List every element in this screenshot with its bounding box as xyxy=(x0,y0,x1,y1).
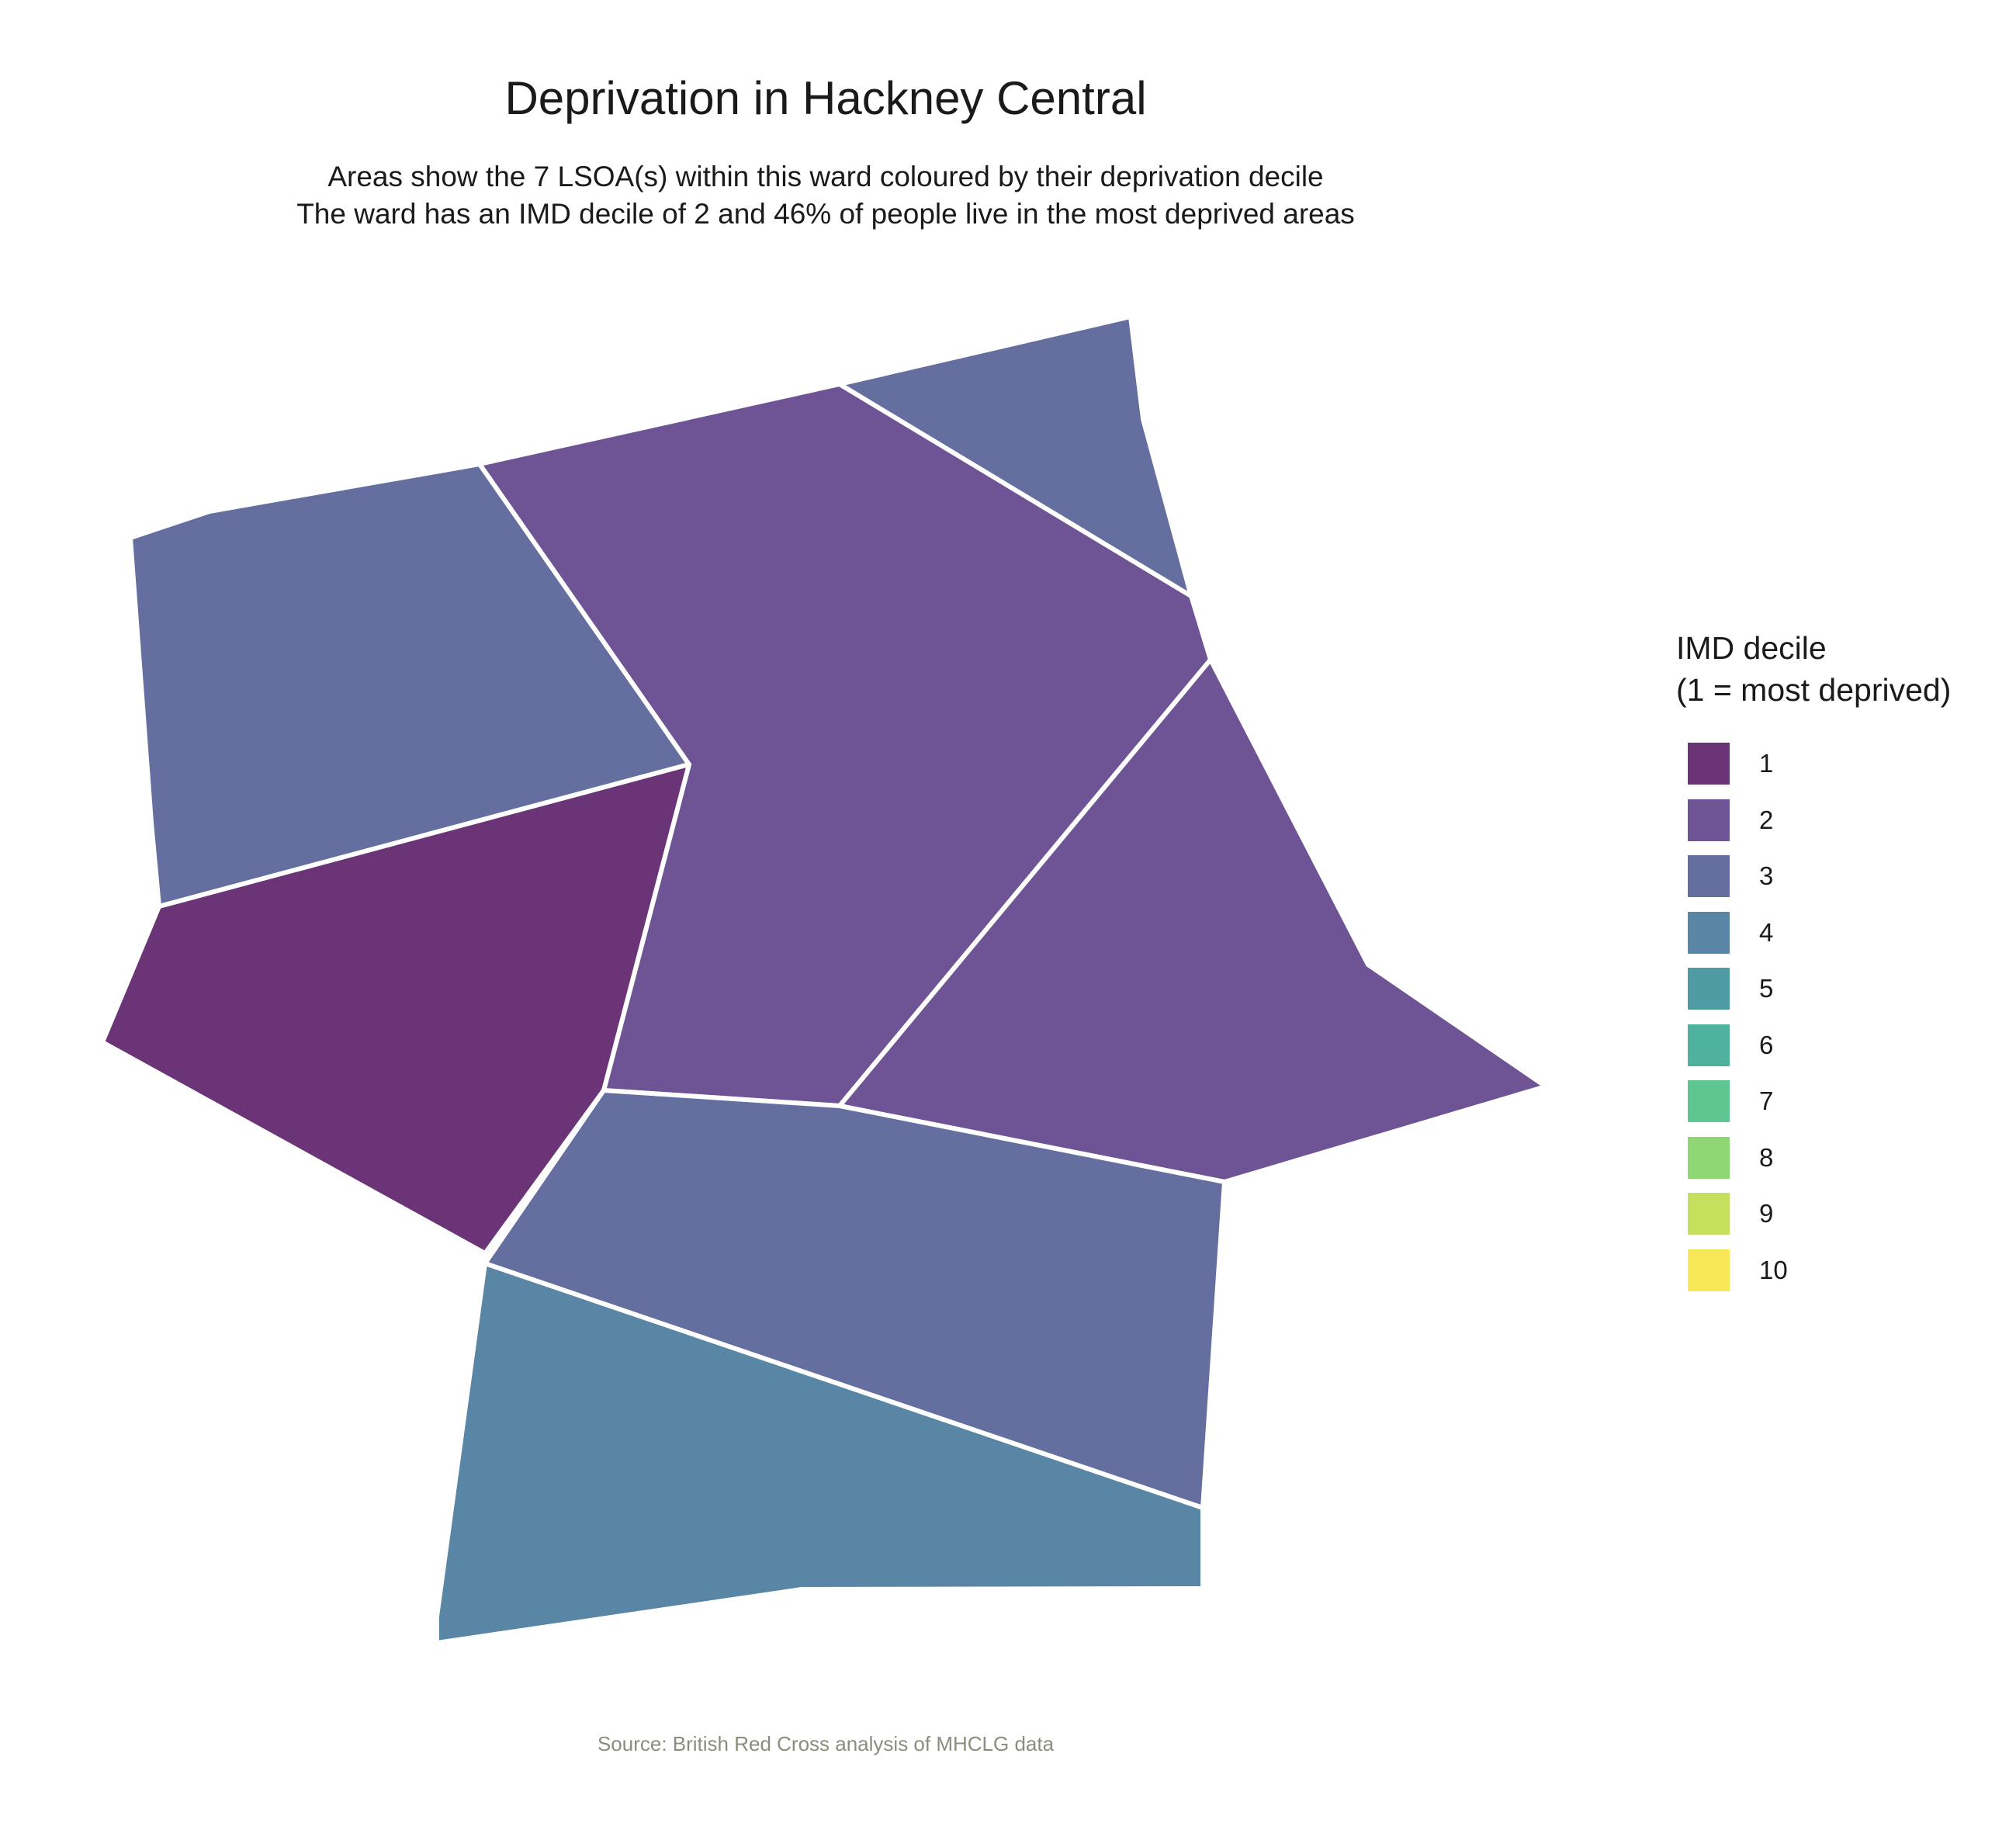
legend-swatch xyxy=(1688,743,1730,785)
map-subtitle-line2: The ward has an IMD decile of 2 and 46% … xyxy=(296,198,1355,230)
legend-label: 1 xyxy=(1759,749,1774,778)
lsoa-north-east xyxy=(837,314,1193,598)
legend-title-line1: IMD decile xyxy=(1676,630,1827,666)
map-subtitle-line1: Areas show the 7 LSOA(s) within this war… xyxy=(327,161,1324,192)
legend-label: 8 xyxy=(1759,1142,1774,1172)
legend-swatch xyxy=(1688,1193,1730,1235)
legend-label: 2 xyxy=(1759,805,1774,834)
legend-item: 4 xyxy=(1676,905,1951,962)
legend-label: 5 xyxy=(1759,974,1774,1003)
legend-item: 3 xyxy=(1676,848,1951,905)
map-title: Deprivation in Hackney Central xyxy=(504,72,1147,124)
legend-swatch xyxy=(1688,799,1730,841)
legend-item: 6 xyxy=(1676,1017,1951,1074)
legend-label: 4 xyxy=(1759,917,1774,947)
legend: IMD decile (1 = most deprived) 1 2 3 4 5 6 7 8 9… xyxy=(1676,627,1951,1298)
legend-label: 7 xyxy=(1759,1086,1774,1116)
legend-item: 10 xyxy=(1676,1242,1951,1299)
lsoa-south-central xyxy=(483,1088,1227,1510)
legend-swatch xyxy=(1688,1080,1730,1123)
legend-label: 10 xyxy=(1759,1255,1788,1284)
legend-item: 1 xyxy=(1676,736,1951,792)
lsoa-south xyxy=(435,1261,1205,1645)
legend-item: 8 xyxy=(1676,1130,1951,1187)
legend-label: 6 xyxy=(1759,1030,1774,1059)
legend-item: 5 xyxy=(1676,961,1951,1017)
legend-swatch xyxy=(1688,1024,1730,1066)
legend-swatch xyxy=(1688,968,1730,1010)
legend-item: 9 xyxy=(1676,1186,1951,1242)
source-caption: Source: British Red Cross analysis of MH… xyxy=(597,1732,1055,1755)
legend-label: 3 xyxy=(1759,861,1774,891)
legend-swatch xyxy=(1688,911,1730,954)
legend-item: 2 xyxy=(1676,792,1951,849)
lsoa-west xyxy=(100,762,691,1256)
legend-title-line2: (1 = most deprived) xyxy=(1676,672,1952,708)
legend-swatch xyxy=(1688,1136,1730,1179)
legend-items: 1 2 3 4 5 6 7 8 9 10 xyxy=(1676,736,1951,1298)
legend-label: 9 xyxy=(1759,1199,1774,1228)
legend-swatch xyxy=(1688,1249,1730,1291)
lsoa-east xyxy=(837,657,1548,1184)
legend-swatch xyxy=(1688,855,1730,898)
legend-item: 7 xyxy=(1676,1073,1951,1130)
